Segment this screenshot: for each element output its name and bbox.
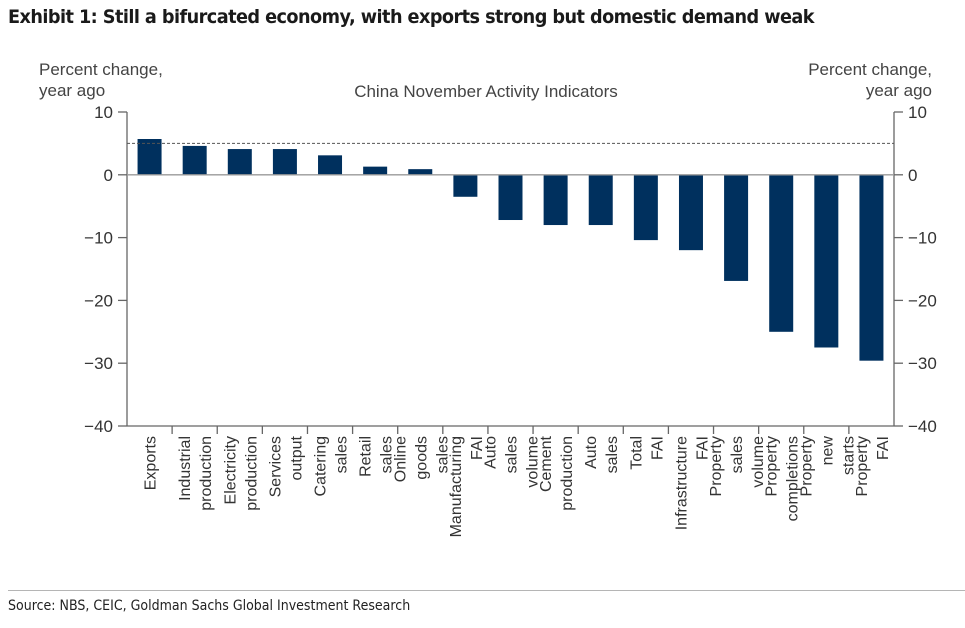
x-category-label-line: Property bbox=[798, 436, 815, 496]
y-tick-label-left: −30 bbox=[84, 354, 113, 373]
x-category-label-line: production bbox=[198, 436, 215, 511]
x-category-label-line: production bbox=[559, 436, 576, 511]
x-category-label: Exports bbox=[143, 436, 160, 490]
x-category-label: Auto sales bbox=[583, 436, 621, 473]
x-category-label-line: goods bbox=[413, 436, 430, 480]
bar bbox=[408, 169, 433, 175]
bar bbox=[543, 174, 568, 226]
x-category-label-line: FAI bbox=[469, 436, 486, 460]
x-category-label-line: Property bbox=[764, 436, 781, 496]
x-category-label: Electricity production bbox=[222, 436, 260, 511]
x-category-label-line: Total bbox=[628, 436, 645, 470]
x-category-label-line: Property bbox=[708, 436, 725, 496]
x-category-label-line: sales bbox=[729, 436, 746, 473]
x-category-label-line: volume bbox=[750, 436, 767, 488]
bar bbox=[769, 174, 794, 332]
x-category-label-line: FAI bbox=[875, 436, 892, 460]
y-tick-label-right: −40 bbox=[908, 417, 937, 436]
x-category-label-line: Property bbox=[854, 436, 871, 496]
y-tick-label-left: −10 bbox=[84, 229, 113, 248]
bar bbox=[814, 174, 839, 348]
x-category-label-line: FAI bbox=[649, 436, 666, 460]
axes-group: 10 10 0 0 −10 −10 −20 −20 −30 −30 −40 −40 bbox=[84, 103, 937, 436]
x-category-label-line: volume bbox=[525, 436, 542, 488]
bar bbox=[678, 174, 703, 251]
y-tick-label-left: 0 bbox=[104, 166, 113, 185]
x-category-label-line: sales bbox=[334, 436, 351, 473]
y-axis-title-left-line: Percent change, bbox=[39, 60, 163, 79]
bar bbox=[453, 174, 478, 197]
x-category-label: Retail sales bbox=[358, 436, 396, 477]
x-category-label-line: sales bbox=[434, 436, 451, 473]
y-axis-title-right: Percent change, year ago bbox=[808, 60, 932, 100]
bar bbox=[633, 174, 658, 241]
y-axis-title-right-line: Percent change, bbox=[808, 60, 932, 79]
bar bbox=[137, 139, 162, 175]
y-axis-title-left: Percent change, year ago bbox=[39, 60, 163, 100]
x-category-label-line: Online bbox=[392, 436, 409, 482]
x-category-label: Cement production bbox=[538, 435, 576, 510]
bar bbox=[498, 174, 523, 221]
x-category-label: Property sales volume bbox=[708, 436, 767, 497]
x-category-label-line: Catering bbox=[313, 436, 330, 496]
bar bbox=[363, 166, 388, 175]
bar bbox=[272, 149, 297, 175]
x-category-label-line: Manufacturing bbox=[448, 436, 465, 537]
y-tick-label-left: 10 bbox=[94, 103, 113, 122]
x-category-label-line: Services bbox=[267, 436, 284, 497]
y-tick-label-left: −20 bbox=[84, 291, 113, 310]
y-tick-label-right: −30 bbox=[908, 354, 937, 373]
y-tick-label-right: 0 bbox=[908, 166, 917, 185]
y-tick-label-right: 10 bbox=[908, 103, 927, 122]
x-axis-labels: Exports Industrial production Electricity pr… bbox=[143, 435, 892, 537]
x-category-label-line: Retail bbox=[358, 436, 375, 477]
x-category-label-line: sales bbox=[604, 436, 621, 473]
x-category-label-line: Auto bbox=[583, 436, 600, 469]
x-category-label: Catering sales bbox=[313, 436, 351, 496]
exhibit-title: Exhibit 1: Still a bifurcated economy, w… bbox=[8, 6, 815, 28]
x-category-label-line: new bbox=[819, 436, 836, 466]
x-category-label: Auto sales volume bbox=[483, 436, 542, 488]
y-tick-label-right: −20 bbox=[908, 291, 937, 310]
x-category-label-line: Cement bbox=[538, 435, 555, 492]
bar bbox=[588, 174, 613, 226]
x-category-label: Property FAI bbox=[854, 436, 892, 496]
bar-chart: Percent change, year ago Percent change, y… bbox=[39, 60, 937, 537]
footer-divider bbox=[8, 590, 965, 591]
x-category-label: Online goods sales bbox=[392, 436, 451, 482]
y-axis-title-left-line: year ago bbox=[39, 81, 105, 100]
x-category-label-line: sales bbox=[379, 436, 396, 473]
x-category-label: Services output bbox=[267, 435, 305, 497]
x-category-label-line: Infrastructure bbox=[673, 436, 690, 530]
bar bbox=[724, 174, 749, 281]
chart-title: China November Activity Indicators bbox=[354, 82, 618, 101]
bars-group bbox=[137, 139, 884, 361]
x-category-label-line: starts bbox=[840, 436, 857, 475]
x-category-label-line: Auto bbox=[483, 436, 500, 469]
x-category-label-line: output bbox=[288, 435, 305, 480]
x-category-label-line: Industrial bbox=[177, 436, 194, 501]
x-category-label: Infrastructure FAI bbox=[673, 436, 711, 530]
source-note: Source: NBS, CEIC, Goldman Sachs Global … bbox=[8, 598, 411, 614]
y-axis-title-right-line: year ago bbox=[866, 81, 932, 100]
y-tick-label-left: −40 bbox=[84, 417, 113, 436]
bar bbox=[182, 145, 207, 175]
x-category-label-line: completions bbox=[785, 436, 802, 521]
x-category-label: Property new starts bbox=[798, 436, 857, 497]
y-tick-label-right: −10 bbox=[908, 229, 937, 248]
bar bbox=[318, 155, 343, 175]
x-category-label-line: Exports bbox=[143, 436, 160, 490]
x-category-label: Total FAI bbox=[628, 436, 666, 470]
x-category-label-line: FAI bbox=[694, 436, 711, 460]
x-category-label-line: sales bbox=[504, 436, 521, 473]
bar bbox=[859, 174, 884, 361]
x-category-label: Industrial production bbox=[177, 436, 215, 511]
x-category-label-line: Electricity bbox=[222, 436, 239, 504]
x-category-label-line: production bbox=[243, 436, 260, 511]
bar bbox=[227, 149, 252, 175]
x-category-label: Manufacturing FAI bbox=[448, 436, 486, 537]
x-category-label: Property completions bbox=[764, 436, 802, 521]
